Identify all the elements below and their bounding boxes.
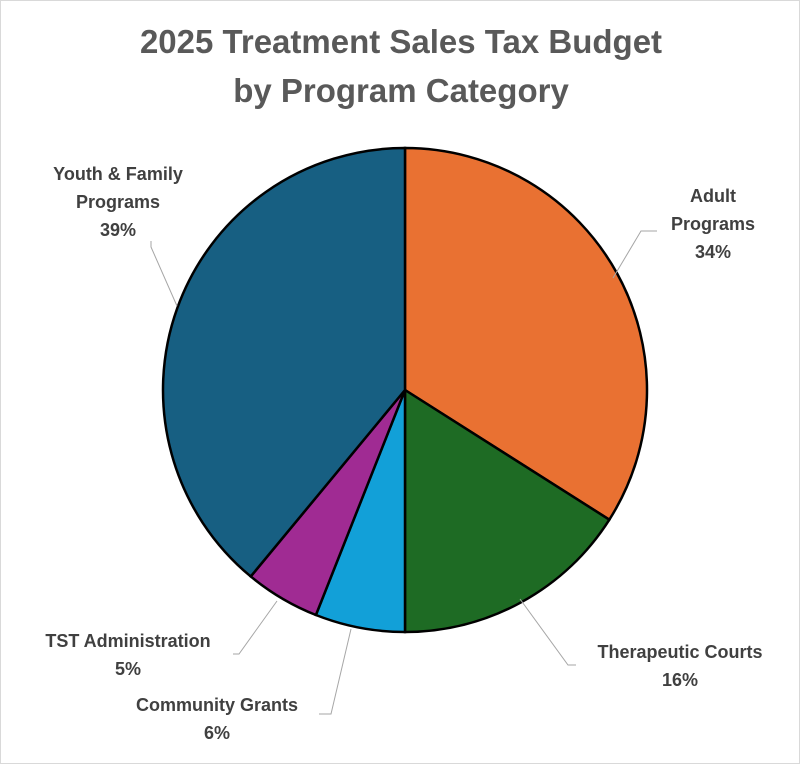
- leader-line-tst-administration: [233, 600, 278, 655]
- leader-line-adult-programs: [612, 230, 657, 279]
- data-label-percent: 34%: [695, 242, 731, 262]
- pie-slice-therapeutic-courts: [403, 387, 612, 634]
- leader-line-community-grants: [319, 628, 352, 715]
- data-label-percent: 6%: [204, 723, 230, 743]
- leader-line-youth-and-family-programs: [150, 241, 178, 307]
- chart-title-line-1: 2025 Treatment Sales Tax Budget: [140, 23, 662, 60]
- data-label-category: Programs: [671, 214, 755, 234]
- pie-slices: [161, 146, 649, 634]
- pie-slice-adult-programs: [403, 146, 649, 522]
- data-label-tst-administration: TST Administration 5%: [45, 631, 210, 679]
- data-label-youth-and-family-programs: Youth & Family Programs 39%: [53, 164, 183, 240]
- data-label-adult-programs: Adult Programs 34%: [671, 186, 755, 262]
- pie-slice-youth-and-family-programs: [161, 146, 407, 579]
- data-label-percent: 39%: [100, 220, 136, 240]
- data-label-category: Youth & Family: [53, 164, 183, 184]
- data-label-therapeutic-courts: Therapeutic Courts 16%: [597, 642, 762, 690]
- data-label-category: Therapeutic Courts: [597, 642, 762, 662]
- chart-title-line-2: by Program Category: [233, 72, 569, 109]
- leader-lines: [150, 230, 657, 715]
- data-label-community-grants: Community Grants 6%: [136, 695, 298, 743]
- data-label-category: Adult: [690, 186, 736, 206]
- data-labels: Adult Programs 34% Therapeutic Courts 16% Com…: [45, 164, 762, 743]
- data-label-category: Community Grants: [136, 695, 298, 715]
- data-label-percent: 16%: [662, 670, 698, 690]
- data-label-percent: 5%: [115, 659, 141, 679]
- data-label-category: Programs: [76, 192, 160, 212]
- data-label-category: TST Administration: [45, 631, 210, 651]
- leader-line-therapeutic-courts: [519, 598, 576, 666]
